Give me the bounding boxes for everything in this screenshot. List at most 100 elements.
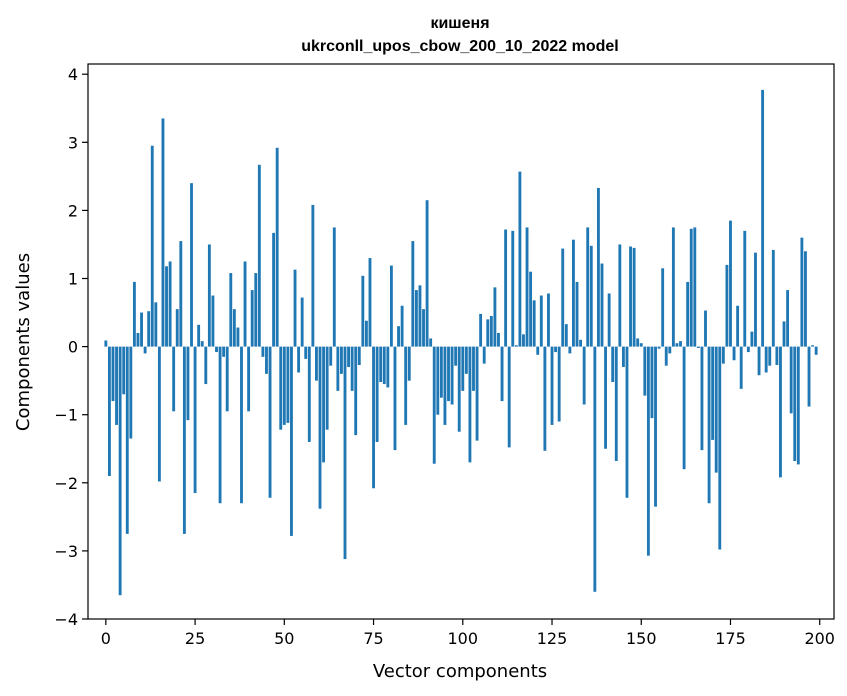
bar-132 — [575, 281, 579, 347]
bar-190 — [782, 321, 786, 347]
bar-134 — [582, 346, 586, 405]
bar-195 — [800, 237, 804, 347]
bar-123 — [543, 346, 547, 451]
bar-93 — [436, 346, 440, 415]
bar-52 — [290, 346, 293, 536]
bar-143 — [614, 346, 618, 462]
x-tick-label: 75 — [363, 629, 383, 648]
axes-group: 0 25 50 75 100 125 150 175 200 −4 −3 −2 −1 0 1 2 3 4 — [54, 63, 835, 648]
bar-142 — [611, 346, 615, 383]
bar-153 — [650, 346, 654, 419]
plot-frame — [87, 63, 835, 620]
bar-117 — [522, 334, 525, 347]
bar-194 — [796, 346, 800, 465]
bar-196 — [804, 251, 807, 347]
bar-41 — [250, 290, 254, 347]
bar-34 — [225, 346, 229, 412]
y-tick-label: 2 — [68, 201, 78, 220]
bar-66 — [340, 346, 343, 374]
bar-188 — [775, 346, 779, 365]
bar-81 — [393, 346, 397, 451]
bar-166 — [696, 346, 700, 348]
bar-199 — [814, 346, 818, 355]
bar-110 — [497, 332, 500, 347]
bar-174 — [725, 264, 729, 347]
bar-169 — [707, 346, 711, 504]
bar-139 — [600, 263, 604, 347]
bar-14 — [154, 302, 158, 347]
bar-13 — [150, 145, 154, 347]
bar-5 — [122, 346, 126, 395]
bar-144 — [618, 244, 622, 347]
bar-104 — [475, 346, 479, 441]
bar-21 — [179, 241, 183, 347]
bar-118 — [525, 227, 529, 347]
bar-79 — [386, 346, 390, 388]
bar-2 — [111, 346, 115, 402]
x-axis-label: Vector components — [373, 661, 547, 682]
bar-158 — [668, 346, 672, 354]
bar-11 — [143, 346, 147, 354]
bar-63 — [329, 346, 333, 366]
bar-12 — [147, 311, 151, 347]
bar-100 — [461, 346, 465, 391]
bar-8 — [132, 281, 136, 347]
bar-122 — [539, 295, 543, 347]
bar-48 — [275, 147, 279, 347]
bar-170 — [711, 346, 715, 440]
bar-28 — [204, 346, 208, 385]
bar-75 — [372, 346, 375, 489]
bar-112 — [504, 229, 508, 347]
bar-22 — [182, 346, 186, 534]
bar-88 — [418, 285, 422, 347]
bar-61 — [322, 346, 326, 463]
bar-179 — [743, 230, 747, 347]
y-tick-label: 0 — [68, 338, 78, 357]
bar-16 — [161, 118, 165, 347]
bar-7 — [129, 346, 133, 439]
x-tick-label: 100 — [448, 629, 479, 648]
bar-186 — [768, 346, 772, 366]
bar-67 — [343, 346, 347, 560]
bar-15 — [157, 346, 161, 482]
bar-49 — [279, 346, 283, 430]
bar-113 — [507, 346, 511, 448]
bar-145 — [621, 346, 625, 368]
bar-33 — [222, 346, 226, 357]
bar-78 — [382, 346, 386, 385]
bar-58 — [311, 204, 315, 347]
bar-167 — [700, 346, 704, 451]
bar-40 — [247, 346, 251, 412]
bar-69 — [350, 346, 354, 391]
bar-133 — [579, 339, 583, 347]
bar-9 — [136, 332, 140, 347]
bar-164 — [689, 228, 693, 347]
bar-189 — [779, 346, 782, 478]
bar-114 — [511, 230, 515, 347]
bar-198 — [811, 345, 815, 347]
bar-54 — [297, 346, 301, 373]
bar-141 — [607, 293, 611, 347]
bar-180 — [746, 346, 750, 353]
bar-39 — [243, 261, 247, 347]
bar-152 — [646, 346, 650, 556]
bar-87 — [414, 290, 418, 347]
bar-68 — [347, 346, 350, 368]
bar-107 — [486, 319, 490, 347]
bar-32 — [218, 346, 222, 504]
bar-102 — [468, 346, 472, 463]
bar-56 — [304, 346, 308, 359]
bar-176 — [732, 346, 736, 361]
bar-29 — [207, 244, 211, 347]
bar-72 — [361, 275, 365, 347]
bar-17 — [165, 266, 168, 347]
bar-163 — [686, 281, 690, 347]
bar-111 — [500, 346, 504, 402]
bar-151 — [643, 346, 647, 396]
bar-96 — [447, 346, 450, 402]
bar-10 — [140, 312, 143, 347]
bar-42 — [254, 273, 258, 347]
bar-99 — [457, 346, 461, 432]
bar-137 — [593, 346, 597, 592]
bar-120 — [532, 300, 536, 347]
